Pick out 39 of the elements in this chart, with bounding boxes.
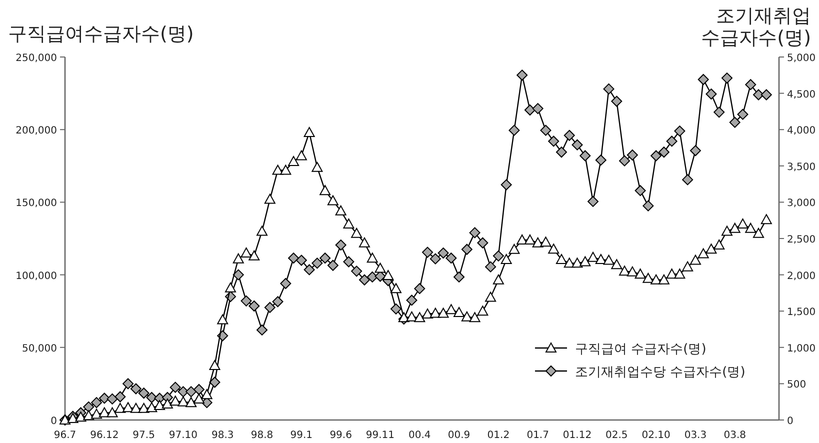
y2-tick-label: 1,000: [787, 343, 816, 354]
y-tick-label: 150,000: [16, 198, 57, 210]
x-tick-label: 97.10: [168, 430, 198, 441]
x-tick-label: 03.8: [724, 430, 746, 441]
y2-tick-label: 2,000: [787, 270, 816, 282]
x-tick-label: 00.4: [408, 430, 431, 441]
y2-tick-label: 3,000: [787, 198, 816, 210]
y2-tick-label: 1,500: [787, 307, 816, 318]
x-tick-label: 00.9: [448, 430, 470, 441]
y-tick-label: 50,000: [22, 343, 57, 354]
legend-label: 구직급여 수급자수(명): [575, 342, 706, 357]
y2-axis-title: 조기재취업 수급자수(명): [701, 5, 811, 49]
x-tick-label: 96.7: [54, 430, 76, 441]
x-tick-label: 97.5: [132, 430, 155, 441]
x-tick-label: 98.8: [250, 430, 274, 441]
y2-tick-label: 500: [787, 380, 806, 391]
y2-tick-label: 3,500: [787, 162, 816, 173]
y2-tick-label: 5,000: [787, 53, 816, 64]
y-tick-label: 200,000: [16, 126, 57, 137]
y2-tick-label: 0: [787, 416, 794, 427]
x-tick-label: 02.10: [642, 430, 670, 441]
y2-tick-label: 4,000: [787, 126, 816, 137]
x-tick-label: 01.7: [526, 430, 549, 441]
x-tick-label: 02.5: [606, 430, 628, 441]
x-tick-label: 03.3: [684, 430, 707, 441]
x-tick-label: 96.12: [90, 430, 119, 441]
x-tick-label: 99.6: [330, 430, 352, 441]
y-tick-label: 100,000: [16, 270, 57, 282]
y2-tick-label: 2,500: [787, 234, 816, 246]
legend-label: 조기재취업수당 수급자수(명): [575, 365, 746, 380]
y-tick-label: 0: [50, 416, 57, 427]
x-tick-label: 98.3: [211, 430, 234, 441]
y2-tick-label: 4,500: [787, 89, 816, 100]
y-tick-label: 250,000: [16, 53, 57, 64]
x-tick-label: 01.2: [487, 430, 510, 441]
x-tick-label: 99.11: [366, 430, 395, 441]
x-tick-label: 01.12: [562, 430, 592, 441]
y-axis-title: 구직급여수급자수(명): [8, 23, 194, 45]
x-tick-label: 99.1: [290, 430, 313, 441]
